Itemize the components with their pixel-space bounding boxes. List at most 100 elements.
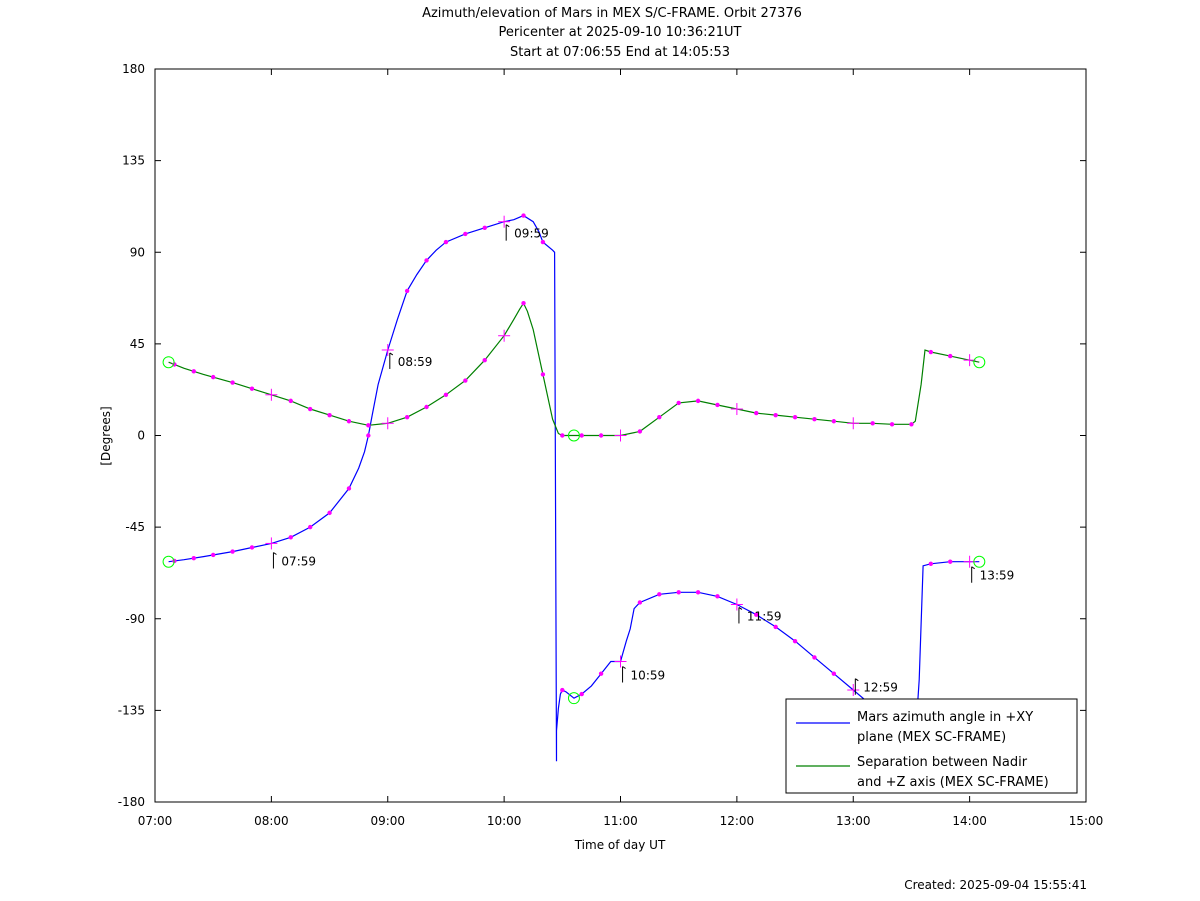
data-point [443, 239, 449, 245]
endpoint-marker [973, 356, 986, 369]
data-point [288, 398, 293, 404]
data-point [657, 592, 662, 597]
data-point [792, 414, 798, 420]
data-point [210, 374, 216, 380]
data-point [928, 349, 934, 355]
hour-label-tick-hook [273, 552, 277, 555]
data-point [773, 412, 778, 418]
data-point [831, 419, 837, 424]
data-point [676, 590, 681, 595]
data-point [715, 402, 720, 408]
data-point [754, 410, 759, 416]
azimuth-line [168, 214, 980, 762]
data-point [366, 423, 371, 428]
data-point [909, 422, 914, 427]
data-point [288, 535, 293, 540]
y-tick-label: -90 [125, 612, 145, 626]
data-point [560, 433, 565, 438]
y-tick-label: 90 [130, 245, 145, 259]
hour-label: 08:59 [398, 355, 433, 369]
data-point [482, 225, 487, 231]
legend-azimuth-line-2: plane (MEX SC-FRAME) [857, 730, 1006, 745]
data-point [249, 545, 255, 550]
legend-azimuth-line-1: Mars azimuth angle in +XY [857, 710, 1033, 725]
hour-label-tick-hook [622, 666, 626, 669]
endpoint-marker [162, 555, 175, 568]
x-tick-label: 15:00 [1069, 814, 1104, 828]
hour-labels: 07:59 08:59 09:59 10:59 11:59 12:59 13:59 [272, 224, 1015, 695]
data-point [540, 239, 546, 245]
data-point [540, 372, 546, 377]
data-point [404, 288, 410, 294]
legend-separation-line-1: Separation between Nadir [857, 755, 1028, 770]
x-tick-label: 11:00 [603, 814, 638, 828]
x-axis-label: Time of day UT [574, 838, 666, 852]
hour-label-tick-hook [389, 352, 394, 356]
x-tick-label: 09:00 [370, 814, 405, 828]
y-tick-label: -180 [118, 795, 145, 809]
data-point [327, 510, 332, 516]
ticks: 07:00 08:00 09:00 10:00 11:00 12:00 13:00 14:00… [118, 62, 1104, 828]
hour-label: 09:59 [514, 227, 549, 241]
x-tick-label: 08:00 [254, 814, 289, 828]
data-point [230, 549, 235, 554]
data-point [366, 433, 371, 438]
data-point [754, 612, 759, 617]
data-point [773, 624, 778, 630]
data-point [695, 590, 701, 595]
data-point [598, 671, 604, 676]
legend: Mars azimuth angle in +XY plane (MEX SC-… [785, 698, 1078, 794]
data-point [812, 417, 817, 422]
data-point [210, 552, 216, 558]
data-point [521, 213, 526, 218]
endpoint-marker [162, 356, 175, 369]
data-point [424, 258, 429, 263]
markers [162, 213, 986, 733]
hour-label-tick-hook [971, 566, 975, 570]
hour-label: 11:59 [747, 609, 782, 623]
x-tick-label: 07:00 [138, 814, 173, 828]
endpoint-marker [973, 555, 986, 568]
x-tick-label: 14:00 [952, 814, 987, 828]
data-point [424, 404, 429, 410]
y-axis-label: [Degrees] [99, 406, 113, 465]
data-point [831, 671, 837, 676]
series-lines [168, 214, 980, 762]
x-tick-label: 10:00 [487, 814, 522, 828]
legend-box [785, 698, 1078, 794]
data-point [792, 638, 798, 644]
created-timestamp: Created: 2025-09-04 15:55:41 [904, 878, 1087, 892]
data-point [948, 353, 953, 359]
legend-separation-line-2: and +Z axis (MEX SC-FRAME) [857, 775, 1049, 790]
y-tick-label: -45 [125, 520, 145, 534]
data-point [695, 398, 701, 404]
data-point [598, 433, 604, 438]
data-point [463, 231, 468, 237]
data-point [191, 369, 196, 374]
data-point [579, 691, 584, 697]
hour-label-tick-hook [505, 224, 510, 228]
data-point [307, 524, 313, 530]
data-point [521, 300, 526, 306]
plot-area: 07:00 08:00 09:00 10:00 11:00 12:00 13:00 14:00… [118, 62, 1104, 828]
data-point [327, 412, 332, 418]
hour-label: 10:59 [631, 669, 666, 683]
hour-label: 07:59 [281, 554, 316, 568]
data-point [637, 600, 643, 605]
data-point [889, 422, 895, 427]
data-point [928, 561, 934, 566]
chart-subtitle: Pericenter at 2025-09-10 10:36:21UT [498, 25, 741, 40]
y-tick-label: 0 [137, 429, 145, 443]
x-tick-label: 13:00 [836, 814, 871, 828]
data-point [579, 433, 584, 438]
data-point [812, 655, 817, 660]
data-point [307, 406, 313, 412]
pericenter-marker-azimuth [567, 692, 580, 705]
hour-label-tick-hook [738, 607, 743, 610]
x-tick-label: 12:00 [720, 814, 755, 828]
data-point [676, 400, 681, 406]
hour-label: 13:59 [980, 569, 1015, 583]
data-point [249, 386, 255, 391]
hour-label: 12:59 [863, 681, 898, 695]
